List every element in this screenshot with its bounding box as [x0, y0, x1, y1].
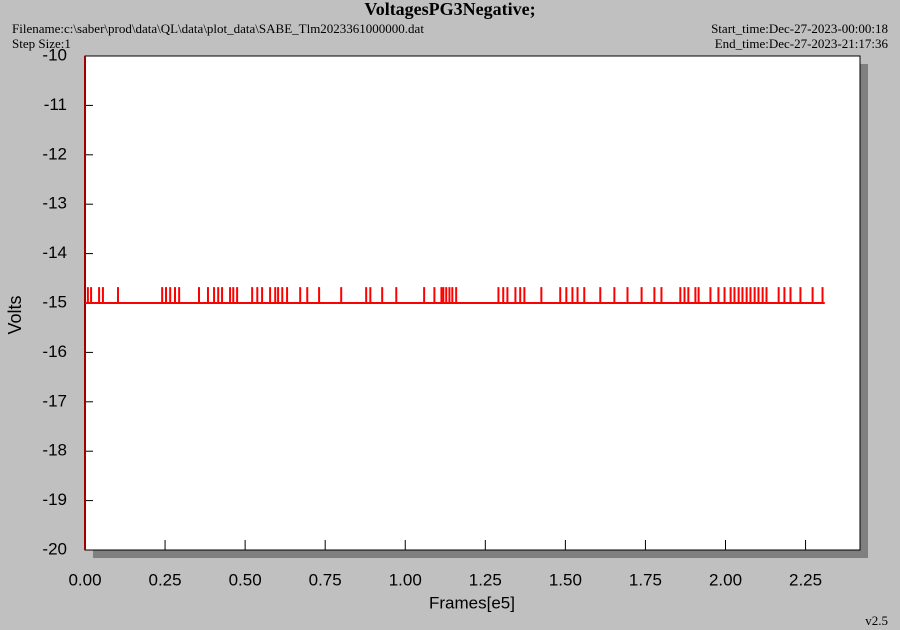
- y-axis-label: Volts: [5, 295, 25, 334]
- y-tick-label: -11: [44, 95, 67, 114]
- x-axis-label: Frames[e5]: [429, 593, 515, 612]
- start-time: Start_time:Dec-27-2023-00:00:18: [711, 21, 888, 36]
- x-tick-label: 0.50: [229, 570, 262, 589]
- x-tick-label: 1.75: [629, 570, 662, 589]
- y-tick-label: -13: [42, 194, 67, 213]
- x-tick-label: 0.75: [309, 570, 342, 589]
- x-tick-label: 2.00: [709, 570, 742, 589]
- y-tick-label: -15: [42, 292, 67, 311]
- step-size: Step Size:1: [12, 36, 71, 51]
- x-tick-label: 1.25: [469, 570, 502, 589]
- y-tick-label: -14: [42, 243, 67, 262]
- x-tick-label: 0.25: [149, 570, 182, 589]
- y-tick-label: -12: [42, 144, 67, 163]
- end-time: End_time:Dec-27-2023-21:17:36: [715, 36, 889, 51]
- x-tick-label: 2.25: [789, 570, 822, 589]
- filename: Filename:c:\saber\prod\data\QL\data\plot…: [12, 21, 424, 36]
- x-tick-label: 1.00: [389, 570, 422, 589]
- x-tick-label: 1.50: [549, 570, 582, 589]
- y-tick-label: -16: [42, 342, 67, 361]
- y-tick-label: -19: [42, 490, 67, 509]
- x-tick-label: 0.00: [68, 570, 101, 589]
- y-tick-label: -18: [42, 441, 67, 460]
- chart-title: VoltagesPG3Negative;: [364, 0, 535, 19]
- version: v2.5: [865, 613, 888, 628]
- y-tick-label: -20: [42, 539, 67, 558]
- y-tick-label: -10: [42, 45, 67, 64]
- y-tick-label: -17: [42, 391, 67, 410]
